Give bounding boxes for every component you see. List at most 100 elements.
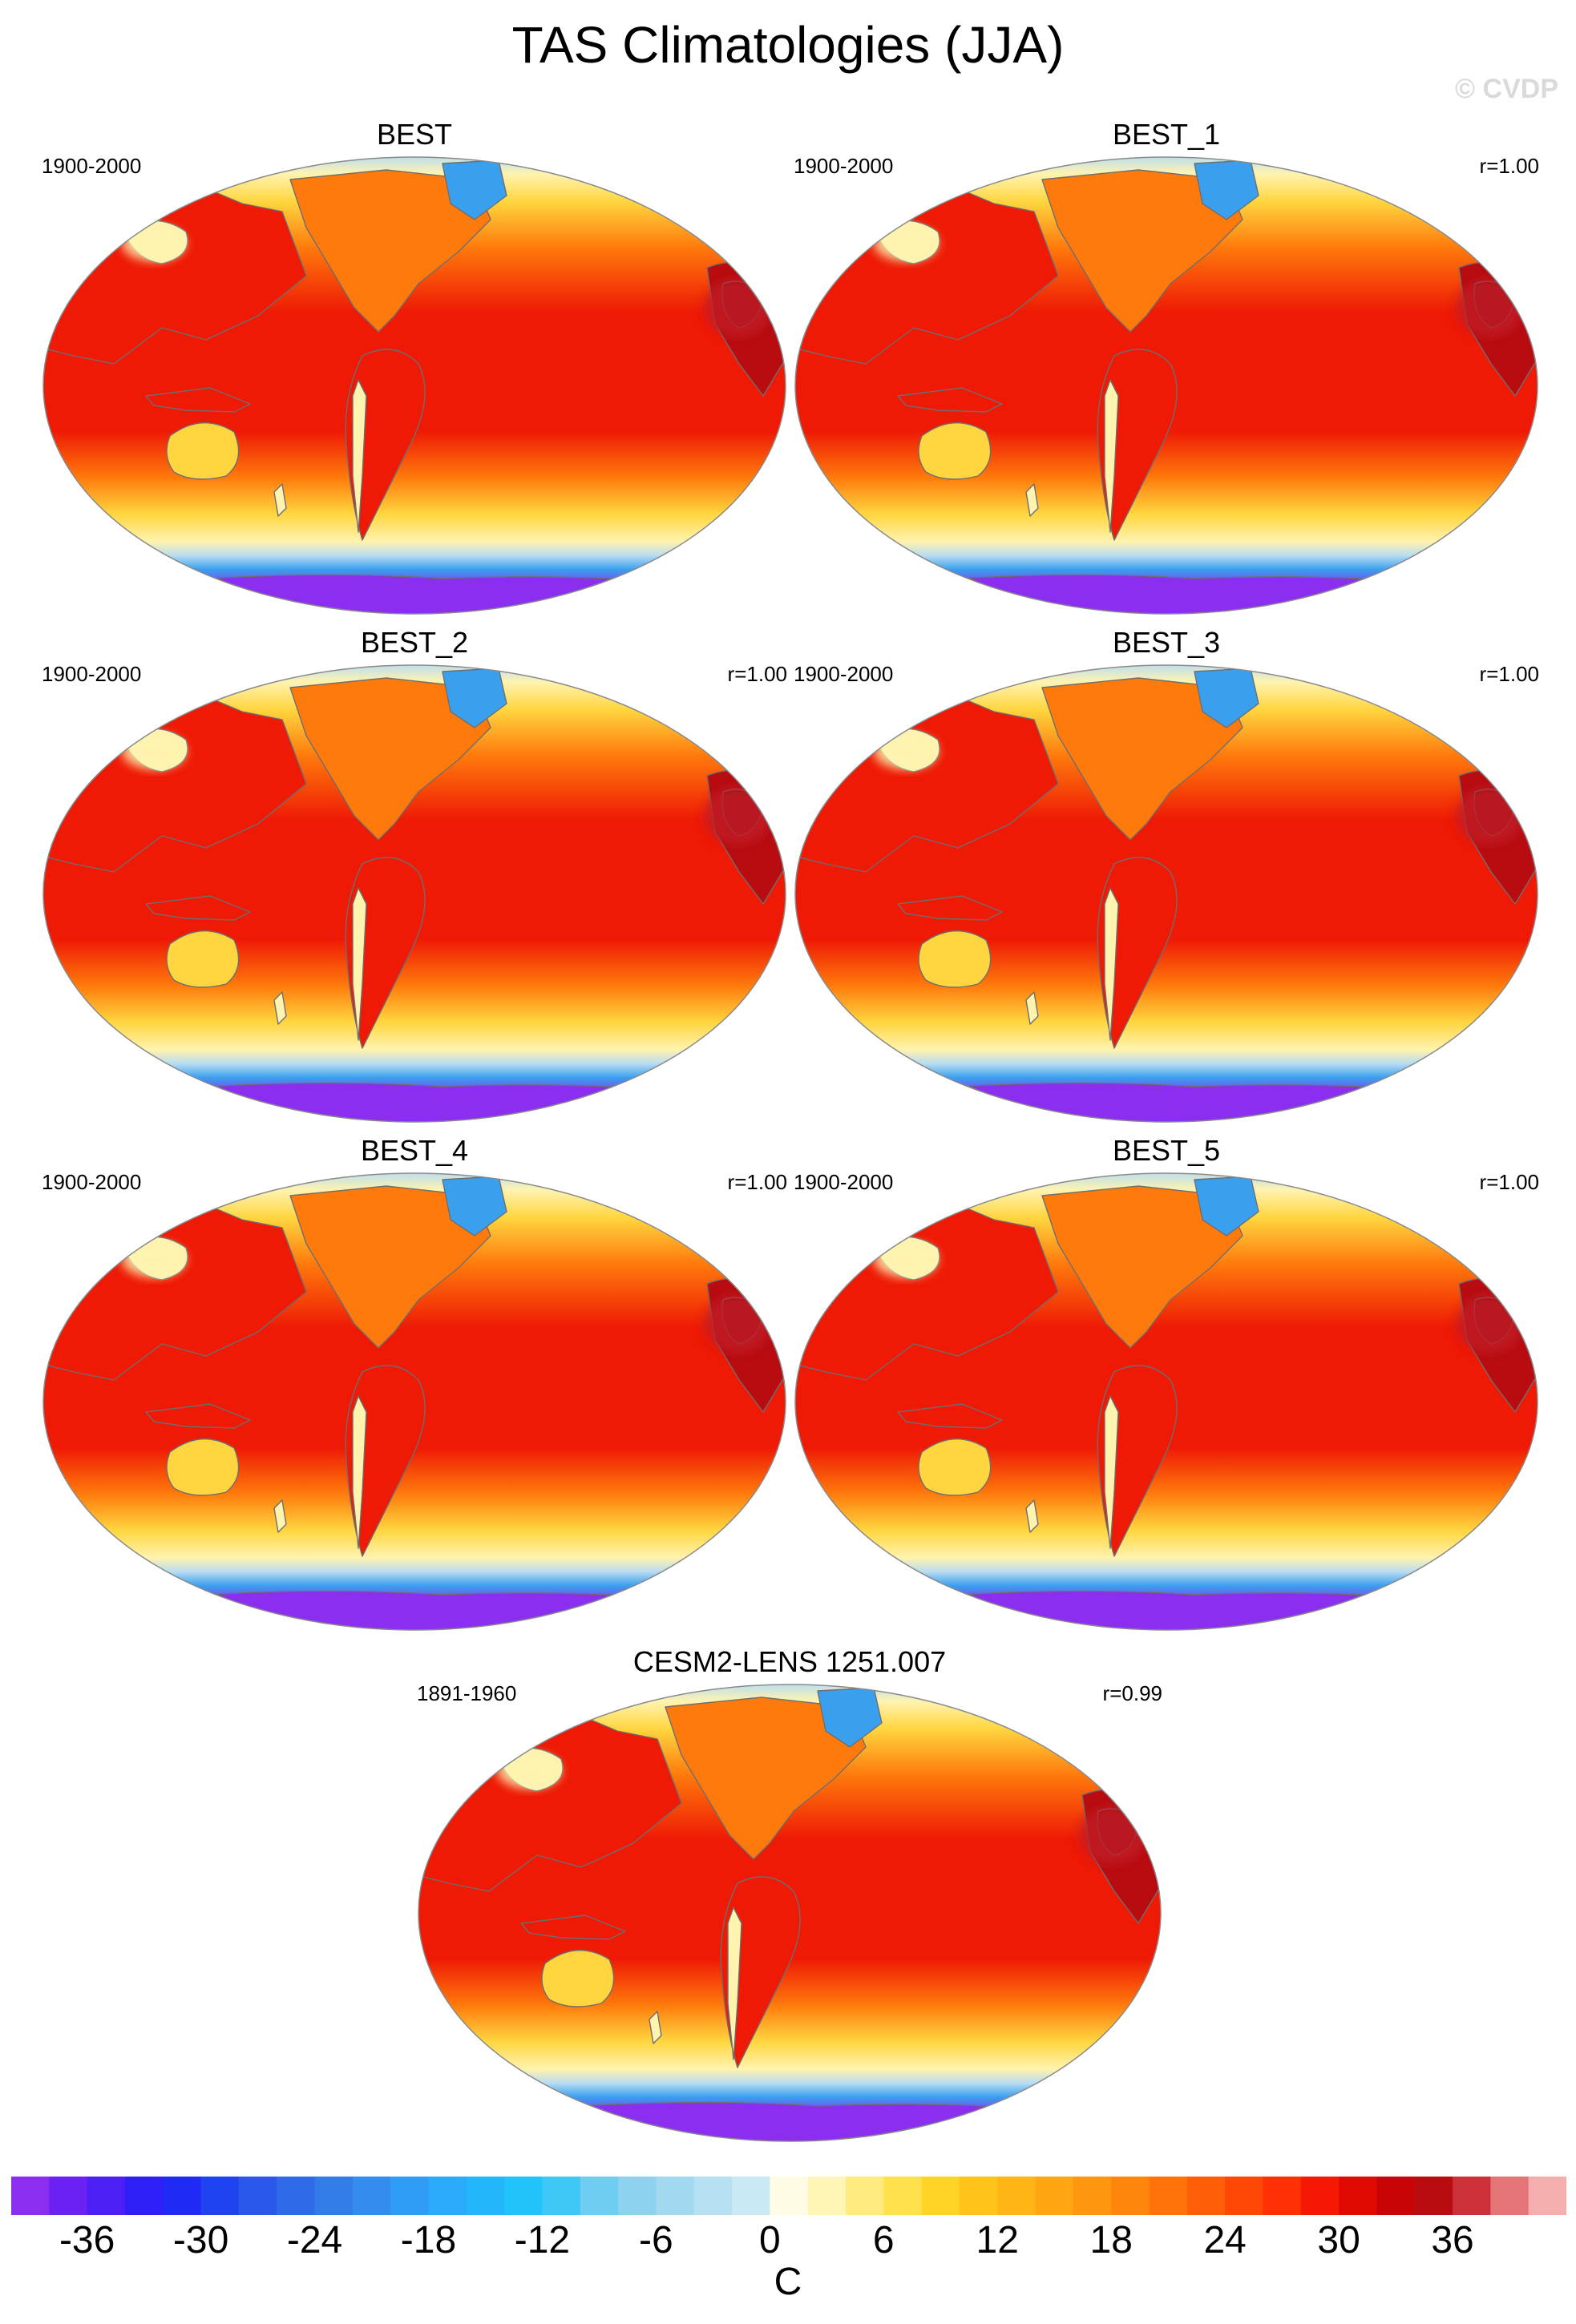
andes-ridge <box>352 887 367 1041</box>
colorbar-tick-label: -18 <box>400 2219 457 2261</box>
map-panel-cesm2-lens: CESM2-LENS 1251.007 1891-1960 r=0.99 <box>417 1646 1162 2143</box>
panel-title: BEST_2 <box>360 626 469 659</box>
desert-highlight <box>874 734 938 769</box>
map-border <box>42 664 786 1123</box>
colorbar-swatch <box>87 2177 126 2215</box>
temperature-map <box>794 1172 1538 1631</box>
desert-highlight <box>122 734 186 769</box>
panel-title: BEST_1 <box>1112 118 1221 151</box>
antarctica <box>418 2101 1161 2141</box>
map-border <box>418 1684 1162 2142</box>
colorbar-swatch <box>1376 2177 1416 2215</box>
australia <box>166 930 240 988</box>
colorbar-tick-label: 12 <box>976 2219 1019 2261</box>
colorbar-swatch <box>1300 2177 1340 2215</box>
hot-spot <box>1079 1806 1146 1864</box>
temperature-map <box>794 156 1538 615</box>
map-content <box>43 157 786 614</box>
colorbar-swatch <box>1073 2177 1112 2215</box>
colorbar-swatch <box>732 2177 770 2215</box>
indonesia-islands <box>145 387 251 413</box>
colorbar-swatch <box>1225 2177 1264 2215</box>
panel-title: BEST_3 <box>1112 626 1221 659</box>
colorbar-swatch <box>770 2177 809 2215</box>
australia <box>541 1950 615 2007</box>
indonesia-islands <box>897 1403 1003 1429</box>
map-content <box>43 1173 786 1630</box>
panel-correlation-label: r=1.00 <box>727 662 787 686</box>
colorbar-swatch <box>693 2177 733 2215</box>
temperature-map <box>794 664 1538 1123</box>
figure-title: TAS Climatologies (JJA) <box>511 16 1065 74</box>
temperature-map <box>42 664 786 1123</box>
map-panel-best-4: BEST_4 1900-2000 r=1.00 <box>42 1135 787 1632</box>
panel-correlation-label: r=1.00 <box>1479 1170 1539 1194</box>
colorbar-tick-label: 18 <box>1089 2219 1133 2261</box>
colorbar-tick-label: -12 <box>514 2219 571 2261</box>
colorbar-tick-labels: -36 -30 -24 -18 -12 -6 0 6 12 18 24 30 36 <box>11 2218 1566 2266</box>
hot-spot <box>704 787 771 845</box>
panel-period-label: 1900-2000 <box>42 1170 142 1194</box>
antarctica <box>43 1082 786 1122</box>
colorbar-tick-label: 24 <box>1203 2219 1247 2261</box>
colorbar-swatch <box>504 2177 544 2215</box>
map-panel-best-5: BEST_5 1900-2000 r=1.00 <box>794 1135 1539 1632</box>
desert-highlight <box>122 226 186 261</box>
cvdp-watermark: © CVDP <box>1455 74 1558 104</box>
hot-spot <box>704 1295 771 1353</box>
colorbar-swatch <box>1111 2177 1150 2215</box>
colorbar-swatch <box>124 2177 164 2215</box>
colorbar-swatch <box>466 2177 505 2215</box>
colorbar-tick-label: 0 <box>758 2219 781 2261</box>
indonesia-islands <box>897 387 1003 413</box>
andes-ridge <box>352 379 367 533</box>
panel-title: BEST_5 <box>1112 1134 1221 1167</box>
desert-highlight <box>874 1242 938 1277</box>
colorbar-swatch <box>845 2177 884 2215</box>
andes-ridge <box>352 1395 367 1549</box>
map-content <box>43 665 786 1122</box>
panel-period-label: 1900-2000 <box>794 662 894 686</box>
antarctica <box>43 1590 786 1630</box>
indonesia-islands <box>145 1403 251 1429</box>
colorbar <box>11 2177 1566 2215</box>
new-zealand <box>273 991 287 1025</box>
colorbar-swatch <box>277 2177 316 2215</box>
andes-ridge <box>1104 379 1119 533</box>
colorbar-swatch <box>238 2177 277 2215</box>
panel-correlation-label: r=1.00 <box>1479 662 1539 686</box>
australia <box>918 422 992 480</box>
antarctica <box>795 1082 1538 1122</box>
map-content <box>795 665 1538 1122</box>
andes-ridge <box>727 1906 742 2060</box>
colorbar-swatch <box>921 2177 960 2215</box>
temperature-map <box>42 156 786 615</box>
panel-correlation-label: r=1.00 <box>1479 154 1539 178</box>
colorbar-swatch <box>200 2177 240 2215</box>
hot-spot <box>1456 1295 1523 1353</box>
colorbar-swatch <box>49 2177 88 2215</box>
indonesia-islands <box>145 895 251 921</box>
indonesia-islands <box>897 895 1003 921</box>
panel-title: BEST <box>376 118 453 151</box>
colorbar-swatch <box>163 2177 202 2215</box>
andes-ridge <box>1104 1395 1119 1549</box>
desert-highlight <box>497 1753 561 1789</box>
desert-highlight <box>122 1242 186 1277</box>
colorbar-swatch <box>1490 2177 1530 2215</box>
new-zealand <box>1025 1499 1039 1533</box>
map-border <box>794 664 1538 1123</box>
colorbar-swatch <box>580 2177 619 2215</box>
colorbar-swatch <box>1528 2177 1566 2215</box>
colorbar-tick-label: -6 <box>639 2219 673 2261</box>
panel-period-label: 1900-2000 <box>42 154 142 178</box>
colorbar-swatch <box>618 2177 657 2215</box>
colorbar-swatch <box>1414 2177 1453 2215</box>
colorbar-swatch <box>656 2177 695 2215</box>
temperature-map <box>418 1684 1162 2142</box>
australia <box>166 422 240 480</box>
australia <box>918 1438 992 1496</box>
hot-spot <box>704 279 771 337</box>
australia <box>166 1438 240 1496</box>
panel-correlation-label: r=1.00 <box>727 1170 787 1194</box>
